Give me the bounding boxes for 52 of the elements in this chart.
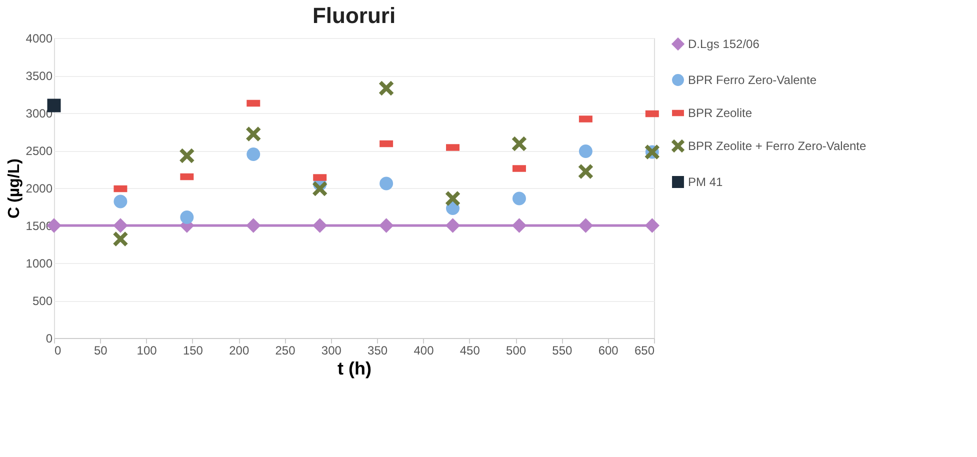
point xyxy=(246,127,260,141)
chart-title: Fluoruri xyxy=(312,3,396,28)
y-tick-label: 3500 xyxy=(26,69,53,83)
y-tick-label: 4000 xyxy=(26,32,53,46)
x-tick-label: 600 xyxy=(598,344,619,358)
y-tick-label: 500 xyxy=(32,294,53,308)
x-tick-label: 0 xyxy=(54,344,62,358)
legend-label: BPR Zeolite + Ferro Zero-Valente xyxy=(688,139,867,153)
x-tick-label: 250 xyxy=(275,344,296,358)
x-tick-label: 400 xyxy=(414,344,434,358)
point xyxy=(114,218,128,232)
point xyxy=(578,164,592,178)
x-tick-label: 350 xyxy=(368,344,388,358)
x-tick-label: 450 xyxy=(460,344,480,358)
legend-label: D.Lgs 152/06 xyxy=(688,37,760,51)
point xyxy=(114,194,128,208)
point xyxy=(512,192,526,206)
x-axis-title: t (h) xyxy=(338,358,372,378)
y-tick-label: 2000 xyxy=(26,182,53,196)
point xyxy=(446,218,460,232)
point xyxy=(180,149,194,162)
point xyxy=(512,218,526,232)
x-tick-label: 150 xyxy=(182,344,204,358)
y-tick-label: 0 xyxy=(46,332,53,346)
point xyxy=(446,192,460,206)
x-tick-label: 200 xyxy=(229,344,250,358)
y-tick-label: 1000 xyxy=(26,256,53,270)
point xyxy=(512,137,526,150)
point xyxy=(645,218,659,232)
point xyxy=(114,232,128,246)
x-tick-label: 650 xyxy=(634,344,655,358)
point xyxy=(313,182,327,196)
x-tick-label: 50 xyxy=(94,344,108,358)
legend-label: BPR Ferro Zero-Valente xyxy=(688,73,817,87)
y-axis-title: C (µg/L) xyxy=(6,158,23,218)
y-tick-label: 2500 xyxy=(26,144,53,158)
x-tick-label: 550 xyxy=(552,344,573,358)
x-tick-label: 500 xyxy=(506,344,526,358)
point xyxy=(380,218,394,232)
point xyxy=(578,144,592,158)
point xyxy=(246,218,260,232)
x-tick-label: 300 xyxy=(321,344,342,358)
point xyxy=(313,218,327,232)
x-tick-label: 100 xyxy=(136,344,158,358)
point xyxy=(246,148,260,161)
legend-label: PM 41 xyxy=(688,175,724,189)
point xyxy=(578,218,592,232)
legend-label: BPR Zeolite xyxy=(688,106,752,120)
point xyxy=(446,202,460,215)
point xyxy=(180,210,194,224)
point xyxy=(380,82,394,95)
point xyxy=(380,176,394,190)
